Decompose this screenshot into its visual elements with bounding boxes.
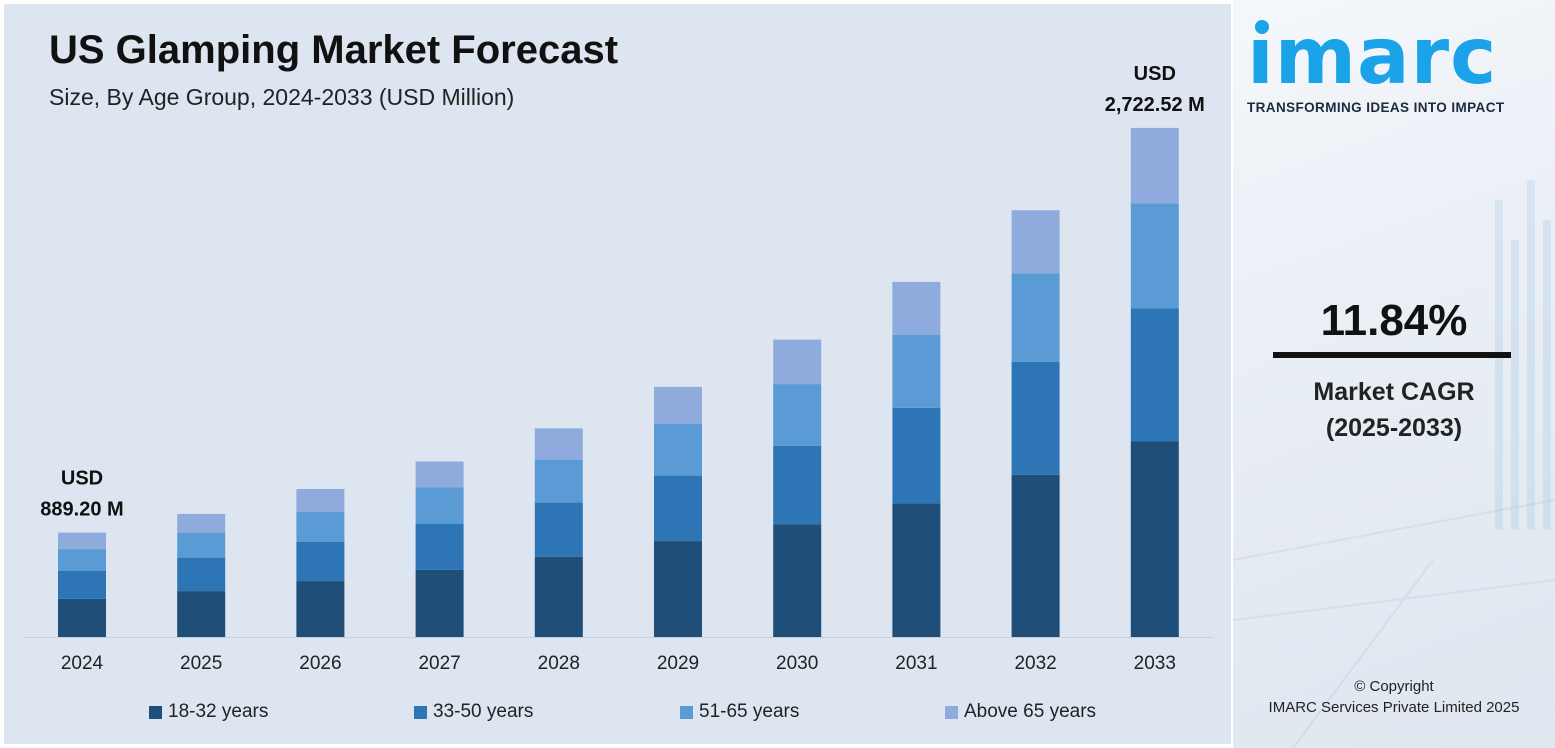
bar-2030-series-2 xyxy=(773,384,822,446)
bar-2028-series-0 xyxy=(534,556,583,637)
logo-text: ımarc xyxy=(1247,12,1498,102)
bar-2032-series-0 xyxy=(1011,474,1060,637)
bar-2027-series-2 xyxy=(415,487,464,524)
x-tick-label: 2027 xyxy=(418,653,460,674)
cagr-divider xyxy=(1273,352,1511,358)
side-panel: ımarc TRANSFORMING IDEAS INTO IMPACT 11.… xyxy=(1233,0,1555,748)
x-tick-label: 2025 xyxy=(180,653,222,674)
bar-2033-series-0 xyxy=(1130,441,1179,637)
chart-legend: 18-32 years 33-50 years 51-65 years Above 6… xyxy=(4,701,1231,727)
data-label-2033-line2: 2,722.52 M xyxy=(1105,94,1205,116)
bar-2024-series-1 xyxy=(58,571,106,599)
background-chart-decoration xyxy=(1233,180,1555,748)
cagr-label-line1: Market CAGR xyxy=(1313,378,1475,406)
bar-2031-series-2 xyxy=(892,335,941,408)
bar-2025-series-1 xyxy=(177,557,226,592)
chart-panel: US Glamping Market Forecast Size, By Age… xyxy=(4,4,1231,744)
copyright-line2: IMARC Services Private Limited 2025 xyxy=(1268,699,1520,716)
legend-item: Above 65 years xyxy=(945,701,1096,723)
bar-2027-series-3 xyxy=(415,461,464,488)
bar-2024-series-3 xyxy=(58,532,106,550)
data-label-2033-line1: USD xyxy=(1134,63,1176,85)
legend-label: 51-65 years xyxy=(699,701,800,722)
x-tick-label: 2032 xyxy=(1014,653,1056,674)
bar-2029-series-3 xyxy=(654,386,702,424)
logo-tagline: TRANSFORMING IDEAS INTO IMPACT xyxy=(1247,100,1505,115)
bar-2033-series-1 xyxy=(1130,308,1179,442)
bar-2029-series-0 xyxy=(654,541,702,637)
bar-2024-series-0 xyxy=(58,599,106,637)
bar-2026-series-2 xyxy=(296,512,345,542)
bar-2026-series-1 xyxy=(296,542,345,582)
bar-2030-series-0 xyxy=(773,524,822,637)
bar-2029-series-1 xyxy=(654,475,702,541)
imarc-logo: ımarc TRANSFORMING IDEAS INTO IMPACT xyxy=(1247,18,1547,115)
cagr-label: Market CAGR (2025-2033) xyxy=(1233,374,1555,446)
bar-2029-series-2 xyxy=(654,423,702,476)
bar-2027-series-0 xyxy=(415,569,464,637)
bar-2033-series-2 xyxy=(1130,203,1179,309)
bar-2032-series-2 xyxy=(1011,273,1060,362)
bar-2031-series-1 xyxy=(892,407,941,504)
legend-item: 51-65 years xyxy=(680,701,799,723)
x-tick-label: 2024 xyxy=(61,653,104,674)
x-tick-label: 2031 xyxy=(895,653,937,674)
bar-2032-series-1 xyxy=(1011,361,1060,475)
bar-2026-series-0 xyxy=(296,581,345,637)
legend-swatch xyxy=(149,705,162,719)
legend-label: 33-50 years xyxy=(433,701,534,722)
legend-label: 18-32 years xyxy=(168,701,269,722)
chart-title: US Glamping Market Forecast xyxy=(49,28,619,72)
cagr-label-line2: (2025-2033) xyxy=(1325,414,1463,442)
bar-2031-series-0 xyxy=(892,503,941,637)
bar-2024-series-2 xyxy=(58,549,106,571)
bar-2027-series-1 xyxy=(415,524,464,570)
x-tick-label: 2026 xyxy=(299,653,341,674)
legend-swatch xyxy=(414,705,427,719)
bar-2025-series-3 xyxy=(177,513,226,533)
bar-2033-series-3 xyxy=(1130,127,1179,204)
legend-label: Above 65 years xyxy=(964,701,1097,722)
logo-dot-icon xyxy=(1255,20,1269,34)
chart-subtitle: Size, By Age Group, 2024-2033 (USD Milli… xyxy=(49,84,515,110)
data-label-2024-line1: USD xyxy=(61,468,103,490)
bar-2025-series-0 xyxy=(177,591,226,637)
x-tick-label: 2028 xyxy=(538,653,580,674)
bar-2028-series-2 xyxy=(534,459,583,503)
legend-swatch xyxy=(945,705,958,719)
bar-2031-series-3 xyxy=(892,281,941,335)
bar-2028-series-1 xyxy=(534,502,583,557)
x-tick-label: 2029 xyxy=(657,653,699,674)
legend-item: 33-50 years xyxy=(414,701,533,723)
legend-swatch xyxy=(680,705,693,719)
stacked-bar-chart: 2024 2025 2026 2027 2028 2029 2030 2031 2032 2033… xyxy=(24,63,1214,674)
bar-2032-series-3 xyxy=(1011,210,1060,274)
bar-2028-series-3 xyxy=(534,428,583,460)
data-label-2024-line2: 889.20 M xyxy=(40,499,123,521)
bar-2025-series-2 xyxy=(177,532,226,558)
x-tick-label: 2033 xyxy=(1134,653,1176,674)
legend-item: 18-32 years xyxy=(149,701,268,723)
bar-2030-series-1 xyxy=(773,445,822,525)
copyright: © Copyright IMARC Services Private Limit… xyxy=(1233,676,1555,718)
bar-2026-series-3 xyxy=(296,489,345,512)
copyright-line1: © Copyright xyxy=(1354,678,1434,695)
bar-2030-series-3 xyxy=(773,339,822,385)
cagr-value: 11.84% xyxy=(1320,296,1468,345)
x-tick-label: 2030 xyxy=(776,653,818,674)
